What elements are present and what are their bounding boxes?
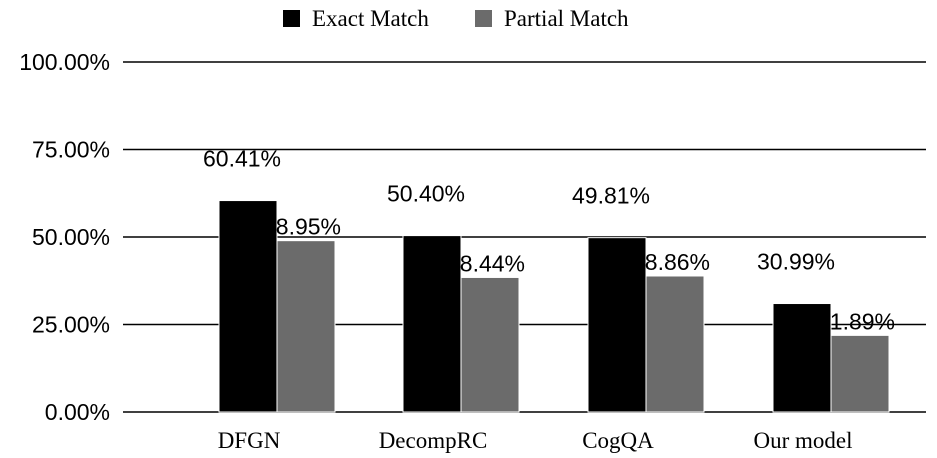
data-label: 38.44% bbox=[447, 250, 525, 276]
legend: Exact Match Partial Match bbox=[283, 6, 629, 31]
bar bbox=[276, 240, 336, 413]
legend-label: Partial Match bbox=[504, 6, 629, 31]
data-label: 50.40% bbox=[387, 181, 465, 207]
y-axis-ticks: 0.00% 25.00% 50.00% 75.00% 100.00% bbox=[19, 49, 110, 425]
data-labels: 60.41% 50.40% 49.81% 30.99% 48.95% 38.44% 38.8… bbox=[203, 146, 895, 335]
bar bbox=[402, 235, 462, 413]
legend-swatch bbox=[475, 10, 492, 27]
bar bbox=[218, 200, 278, 413]
bar bbox=[645, 275, 705, 413]
data-label: 30.99% bbox=[757, 249, 835, 275]
x-category-label: DFGN bbox=[218, 428, 281, 453]
data-label: 49.81% bbox=[572, 183, 650, 209]
data-label: 60.41% bbox=[203, 146, 281, 172]
legend-label: Exact Match bbox=[312, 6, 429, 31]
bar bbox=[772, 303, 832, 413]
x-category-label: DecompRC bbox=[379, 428, 488, 453]
y-tick-label: 0.00% bbox=[45, 399, 110, 425]
legend-swatch bbox=[283, 10, 300, 27]
bar bbox=[460, 276, 520, 413]
y-tick-label: 25.00% bbox=[32, 312, 110, 338]
y-tick-label: 100.00% bbox=[19, 49, 110, 75]
data-label: 48.95% bbox=[263, 214, 341, 240]
bar bbox=[830, 334, 890, 413]
y-tick-label: 50.00% bbox=[32, 224, 110, 250]
x-axis-categories: DFGN DecompRC CogQA Our model bbox=[218, 428, 853, 453]
data-label: 38.86% bbox=[632, 249, 710, 275]
bars bbox=[218, 200, 890, 413]
bar bbox=[587, 237, 647, 413]
x-category-label: Our model bbox=[753, 428, 852, 453]
x-category-label: CogQA bbox=[582, 428, 654, 453]
data-label: 21.89% bbox=[817, 308, 895, 334]
y-tick-label: 75.00% bbox=[32, 137, 110, 163]
